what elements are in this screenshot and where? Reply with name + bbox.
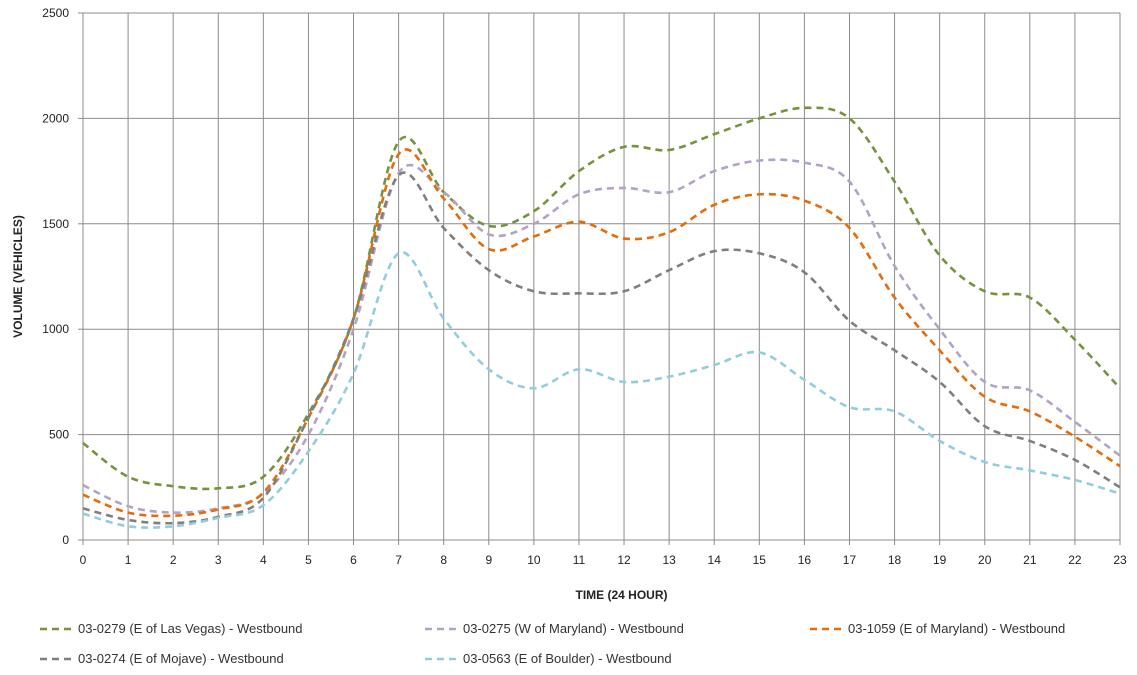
series-line-1 [82, 106, 1121, 491]
series-line-5 [82, 251, 1121, 529]
legend-label: 03-1059 (E of Maryland) - Westbound [848, 621, 1065, 636]
series-lines [82, 106, 1121, 529]
y-axis-title: VOLUME (VEHICLES) [11, 215, 25, 338]
x-tick-label: 15 [753, 553, 767, 567]
axes: 0 1 2 3 4 5 6 7 8 9 10 11 12 13 14 15 16 17 18 19 20 21 22 2305… [42, 6, 1127, 567]
y-tick-label: 1000 [42, 322, 69, 336]
x-tick-label: 1 [125, 553, 132, 567]
y-tick-label: 2500 [42, 6, 69, 20]
x-tick-label: 9 [485, 553, 492, 567]
x-tick-label: 6 [350, 553, 357, 567]
x-tick-label: 22 [1068, 553, 1082, 567]
x-tick-label: 4 [260, 553, 267, 567]
legend: 03-0279 (E of Las Vegas) - Westbound 03-0… [40, 621, 1065, 666]
x-tick-label: 14 [708, 553, 722, 567]
x-tick-label: 5 [305, 553, 312, 567]
x-tick-label: 20 [978, 553, 992, 567]
x-tick-label: 12 [617, 553, 631, 567]
legend-label: 03-0275 (W of Maryland) - Westbound [463, 621, 684, 636]
grid-lines [82, 12, 1121, 541]
x-tick-label: 11 [573, 553, 586, 567]
series-line-2 [82, 158, 1121, 514]
legend-label: 03-0279 (E of Las Vegas) - Westbound [78, 621, 303, 636]
x-tick-label: 18 [888, 553, 902, 567]
x-tick-label: 0 [80, 553, 87, 567]
x-tick-label: 10 [527, 553, 541, 567]
x-tick-label: 16 [798, 553, 812, 567]
x-tick-label: 21 [1023, 553, 1037, 567]
x-tick-label: 3 [215, 553, 222, 567]
y-tick-label: 500 [49, 428, 69, 442]
series-line-4 [82, 171, 1121, 525]
x-tick-label: 23 [1113, 553, 1127, 567]
y-tick-label: 1500 [42, 217, 69, 231]
x-tick-label: 19 [933, 553, 947, 567]
legend-label: 03-0274 (E of Mojave) - Westbound [78, 651, 284, 666]
x-tick-label: 13 [662, 553, 676, 567]
x-tick-label: 7 [395, 553, 402, 567]
y-tick-label: 2000 [42, 111, 69, 125]
x-tick-label: 2 [170, 553, 177, 567]
x-tick-label: 17 [843, 553, 857, 567]
legend-label: 03-0563 (E of Boulder) - Westbound [463, 651, 672, 666]
y-tick-label: 0 [62, 533, 69, 547]
x-tick-label: 8 [440, 553, 447, 567]
x-axis-title: TIME (24 HOUR) [575, 588, 667, 602]
series-line-3 [82, 148, 1121, 518]
